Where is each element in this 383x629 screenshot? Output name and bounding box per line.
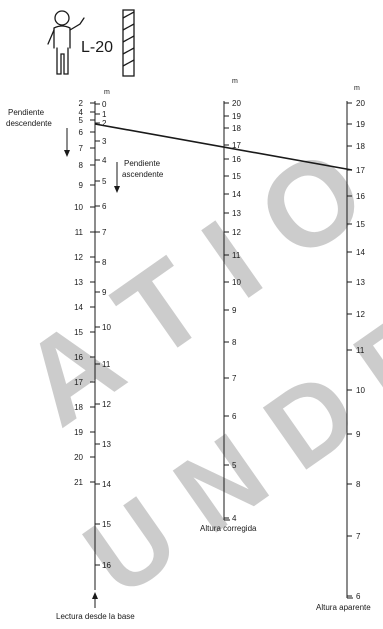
left-outer-tick-label: 17 <box>74 378 83 387</box>
descending-arrow <box>64 128 70 157</box>
ascending-label: Pendiente <box>124 159 161 168</box>
middle-tick-label: 6 <box>232 412 237 421</box>
watermark: A T I O U N D E R P <box>0 122 383 619</box>
middle-tick-label: 16 <box>232 155 241 164</box>
middle-tick-label: 13 <box>232 209 241 218</box>
left-inner-tick-label: 8 <box>102 258 107 267</box>
right-tick-label: 13 <box>356 278 365 287</box>
left-outer-tick-label: 18 <box>74 403 83 412</box>
left-inner-tick-label: 10 <box>102 323 111 332</box>
left-inner-tick-label: 4 <box>102 156 107 165</box>
left-outer-tick-label: 10 <box>74 203 83 212</box>
left-outer-tick-label: 6 <box>79 128 84 137</box>
base-reading-label: Lectura desde la base <box>56 612 135 621</box>
descending-label: Pendiente <box>8 108 45 117</box>
left-outer-tick-label: 7 <box>79 144 84 153</box>
left-outer-tick-label: 4 <box>79 108 84 117</box>
right-tick-label: 18 <box>356 142 365 151</box>
left-inner-tick-label: 1 <box>102 110 107 119</box>
left-outer-tick-label: 15 <box>74 328 83 337</box>
left-inner-tick-label: 5 <box>102 177 107 186</box>
right-tick-label: 11 <box>356 346 365 355</box>
right-tick-label: 7 <box>356 532 361 541</box>
middle-scale-caption: Altura corregida <box>200 524 257 533</box>
right-tick-label: 19 <box>356 120 365 129</box>
middle-tick-label: 10 <box>232 278 241 287</box>
left-inner-tick-label: 2 <box>102 119 107 128</box>
right-scale: 20 19 18 17 16 15 14 13 12 11 10 9 8 7 6 Altura aparen… <box>316 99 371 612</box>
left-inner-tick-label: 13 <box>102 440 111 449</box>
left-unit-label: m <box>104 89 110 96</box>
left-outer-tick-label: 11 <box>75 228 84 237</box>
left-outer-tick-label: 12 <box>74 253 83 262</box>
middle-tick-label: 14 <box>232 190 241 199</box>
model-label: L-20 <box>81 39 113 56</box>
svg-text:descendente: descendente <box>6 119 52 128</box>
middle-tick-label: 12 <box>232 228 241 237</box>
right-tick-label: 16 <box>356 192 365 201</box>
left-outer-tick-label: 9 <box>79 181 84 190</box>
right-tick-label: 8 <box>356 480 361 489</box>
middle-tick-label: 11 <box>232 251 241 260</box>
middle-tick-label: 19 <box>232 112 241 121</box>
left-inner-tick-label: 11 <box>102 360 111 369</box>
middle-tick-label: 7 <box>232 374 237 383</box>
right-tick-label: 14 <box>356 248 365 257</box>
middle-scale: 20 19 18 17 16 15 14 13 12 11 10 9 8 7 6 5 4 Altura corr… <box>200 99 257 533</box>
right-tick-label: 10 <box>356 386 365 395</box>
target-pole-icon <box>122 9 135 77</box>
left-inner-tick-label: 16 <box>102 561 111 570</box>
right-tick-label: 9 <box>356 430 361 439</box>
middle-tick-label: 18 <box>232 124 241 133</box>
middle-tick-label: 15 <box>232 172 241 181</box>
left-outer-tick-label: 8 <box>79 161 84 170</box>
right-tick-label: 12 <box>356 310 365 319</box>
ascending-arrow <box>114 162 120 193</box>
right-tick-label: 20 <box>356 99 365 108</box>
left-inner-tick-label: 15 <box>102 520 111 529</box>
right-tick-label: 17 <box>356 166 365 175</box>
left-outer-tick-label: 21 <box>74 478 83 487</box>
left-inner-tick-label: 12 <box>102 400 111 409</box>
middle-tick-label: 8 <box>232 338 237 347</box>
base-reading-arrow <box>92 592 98 608</box>
middle-tick-label: 9 <box>232 306 237 315</box>
left-inner-tick-label: 0 <box>102 100 107 109</box>
middle-unit-label: m <box>232 78 238 85</box>
left-outer-tick-label: 13 <box>74 278 83 287</box>
right-tick-label: 15 <box>356 220 365 229</box>
left-inner-tick-label: 9 <box>102 288 107 297</box>
left-outer-tick-label: 5 <box>79 116 84 125</box>
left-inner-tick-label: 7 <box>102 228 107 237</box>
middle-tick-label: 4 <box>232 514 237 523</box>
left-inner-tick-label: 6 <box>102 202 107 211</box>
svg-text:ascendente: ascendente <box>122 170 164 179</box>
example-reading-line <box>94 123 353 171</box>
left-outer-tick-label: 16 <box>74 353 83 362</box>
right-unit-label: m <box>354 85 360 92</box>
person-icon <box>47 10 85 75</box>
middle-tick-label: 5 <box>232 461 237 470</box>
right-scale-caption: Altura aparente <box>316 603 371 612</box>
left-inner-tick-label: 3 <box>102 137 107 146</box>
middle-tick-label: 17 <box>232 141 241 150</box>
middle-tick-label: 20 <box>232 99 241 108</box>
left-outer-tick-label: 20 <box>74 453 83 462</box>
left-outer-tick-label: 2 <box>79 99 84 108</box>
right-tick-label: 6 <box>356 592 361 601</box>
left-outer-tick-label: 14 <box>74 303 83 312</box>
left-outer-tick-label: 19 <box>74 428 83 437</box>
left-inner-tick-label: 14 <box>102 480 111 489</box>
